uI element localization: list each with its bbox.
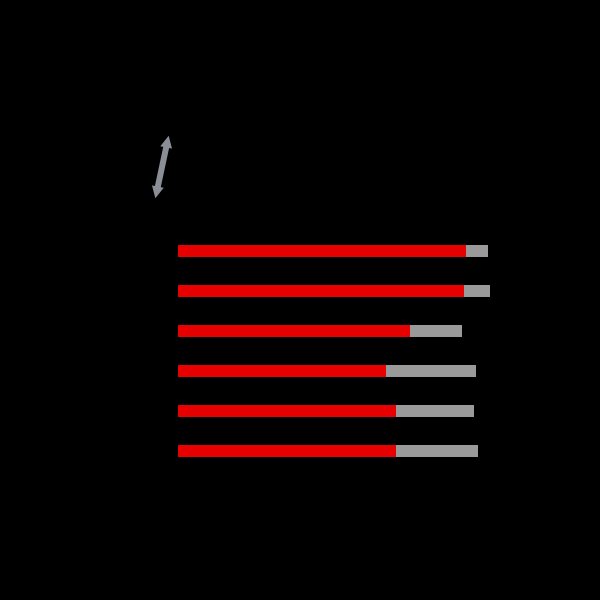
bar-fill (178, 445, 396, 457)
bar-chart (178, 245, 488, 457)
bar-fill (178, 245, 466, 257)
bar-row (178, 245, 488, 257)
bar-fill (178, 405, 396, 417)
bar-fill (178, 285, 464, 297)
bar-row (178, 405, 488, 417)
bar-row (178, 445, 488, 457)
bar-row (178, 285, 488, 297)
double-arrow-svg (142, 133, 183, 201)
bar-row (178, 365, 488, 377)
bar-fill (178, 365, 386, 377)
chart-canvas: { "layout": { "canvas_width": 600, "canv… (0, 0, 600, 600)
double-arrow-icon (142, 133, 183, 201)
bar-fill (178, 325, 410, 337)
bar-row (178, 325, 488, 337)
